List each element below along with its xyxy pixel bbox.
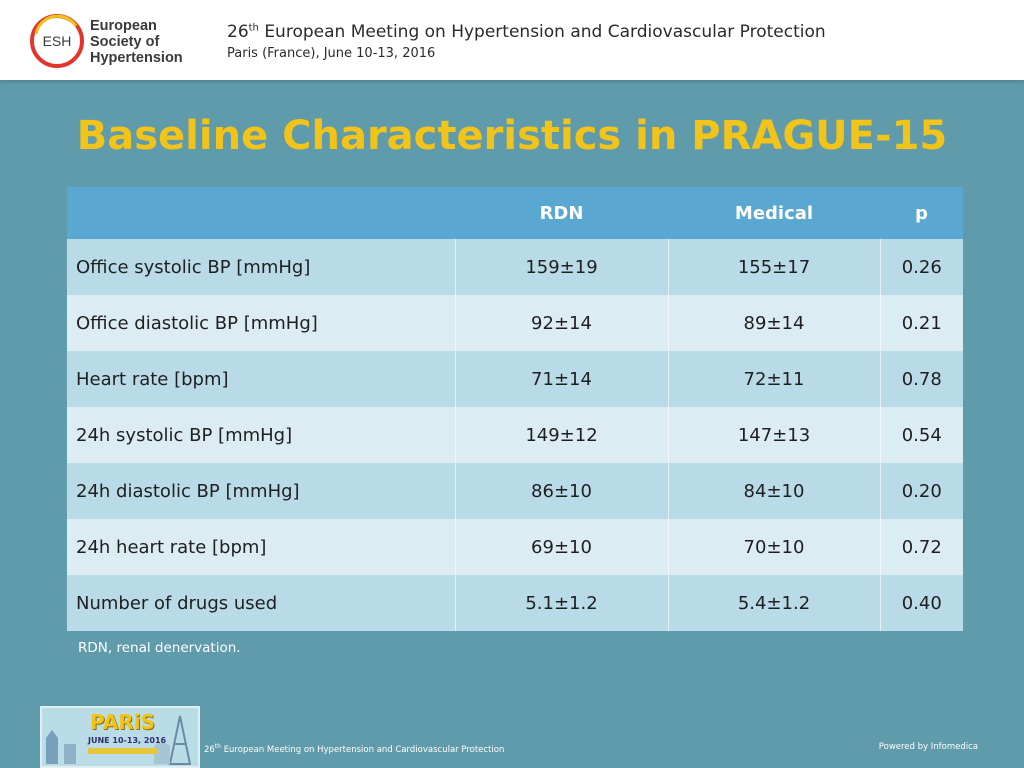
rdn-value: 86±10: [455, 463, 669, 519]
logo-abbr: ESH: [43, 33, 72, 49]
meeting-ordinal-suffix: th: [248, 22, 259, 34]
esh-logo: ESH European Society of Hypertension: [28, 12, 208, 70]
row-label: 24h diastolic BP [mmHg]: [67, 463, 456, 519]
table-row: Office systolic BP [mmHg] 159±19 155±17 …: [67, 239, 963, 295]
footer-ordinal: 26: [204, 744, 215, 755]
meeting-title: 26th European Meeting on Hypertension an…: [227, 22, 826, 42]
rdn-value: 92±14: [455, 295, 669, 351]
row-label: Heart rate [bpm]: [67, 351, 456, 407]
footer-ordinal-suffix: th: [214, 743, 221, 750]
medical-value: 89±14: [668, 295, 881, 351]
esh-logo-icon: ESH: [30, 14, 84, 68]
row-label: 24h systolic BP [mmHg]: [67, 407, 456, 463]
rdn-value: 69±10: [455, 519, 669, 575]
paris-skyline-icon: [42, 708, 198, 766]
table-row: 24h heart rate [bpm] 69±10 70±10 0.72: [67, 519, 963, 575]
logo-line: European: [90, 18, 157, 34]
column-header-medical: Medical: [668, 187, 880, 239]
medical-value: 70±10: [668, 519, 881, 575]
logo-line: Society of: [90, 34, 160, 50]
rdn-value: 159±19: [455, 239, 669, 295]
p-value: 0.78: [880, 351, 963, 407]
slide-title: Baseline Characteristics in PRAGUE-15: [76, 113, 948, 159]
table-row: Office diastolic BP [mmHg] 92±14 89±14 0…: [67, 295, 963, 351]
table-row: Number of drugs used 5.1±1.2 5.4±1.2 0.4…: [67, 575, 963, 631]
badge-city: PARiS: [90, 710, 155, 734]
p-value: 0.21: [880, 295, 963, 351]
p-value: 0.26: [880, 239, 963, 295]
medical-value: 155±17: [668, 239, 881, 295]
medical-value: 84±10: [668, 463, 881, 519]
meeting-location: Paris (France), June 10-13, 2016: [227, 46, 436, 61]
rdn-value: 5.1±1.2: [455, 575, 669, 631]
row-label: Office systolic BP [mmHg]: [67, 239, 456, 295]
meeting-ordinal: 26: [227, 22, 249, 42]
medical-value: 72±11: [668, 351, 881, 407]
paris-badge: PARiS JUNE 10-13, 2016: [40, 706, 200, 768]
rdn-value: 149±12: [455, 407, 669, 463]
badge-dates: JUNE 10-13, 2016: [88, 736, 167, 745]
row-label: Office diastolic BP [mmHg]: [67, 295, 456, 351]
p-value: 0.20: [880, 463, 963, 519]
table-row: Heart rate [bpm] 71±14 72±11 0.78: [67, 351, 963, 407]
column-header: [67, 187, 455, 239]
p-value: 0.72: [880, 519, 963, 575]
footer-meeting-title: 26th European Meeting on Hypertension an…: [204, 743, 504, 755]
logo-wordmark: European Society of Hypertension: [90, 18, 183, 66]
footer-meeting-name: European Meeting on Hypertension and Car…: [223, 744, 505, 755]
header-bar: ESH European Society of Hypertension 26t…: [0, 0, 1024, 80]
table-header-row: RDN Medical p: [67, 187, 963, 239]
footnote: RDN, renal denervation.: [78, 640, 241, 656]
column-header-rdn: RDN: [455, 187, 668, 239]
row-label: 24h heart rate [bpm]: [67, 519, 456, 575]
baseline-table: RDN Medical p Office systolic BP [mmHg] …: [67, 187, 963, 631]
medical-value: 5.4±1.2: [668, 575, 881, 631]
meeting-name: European Meeting on Hypertension and Car…: [264, 22, 826, 42]
p-value: 0.40: [880, 575, 963, 631]
medical-value: 147±13: [668, 407, 881, 463]
table-row: 24h diastolic BP [mmHg] 86±10 84±10 0.20: [67, 463, 963, 519]
p-value: 0.54: [880, 407, 963, 463]
row-label: Number of drugs used: [67, 575, 456, 631]
powered-by: Powered by Infomedica: [878, 742, 978, 752]
rdn-value: 71±14: [455, 351, 669, 407]
table-row: 24h systolic BP [mmHg] 149±12 147±13 0.5…: [67, 407, 963, 463]
column-header-p: p: [880, 187, 963, 239]
logo-line: Hypertension: [90, 50, 183, 66]
